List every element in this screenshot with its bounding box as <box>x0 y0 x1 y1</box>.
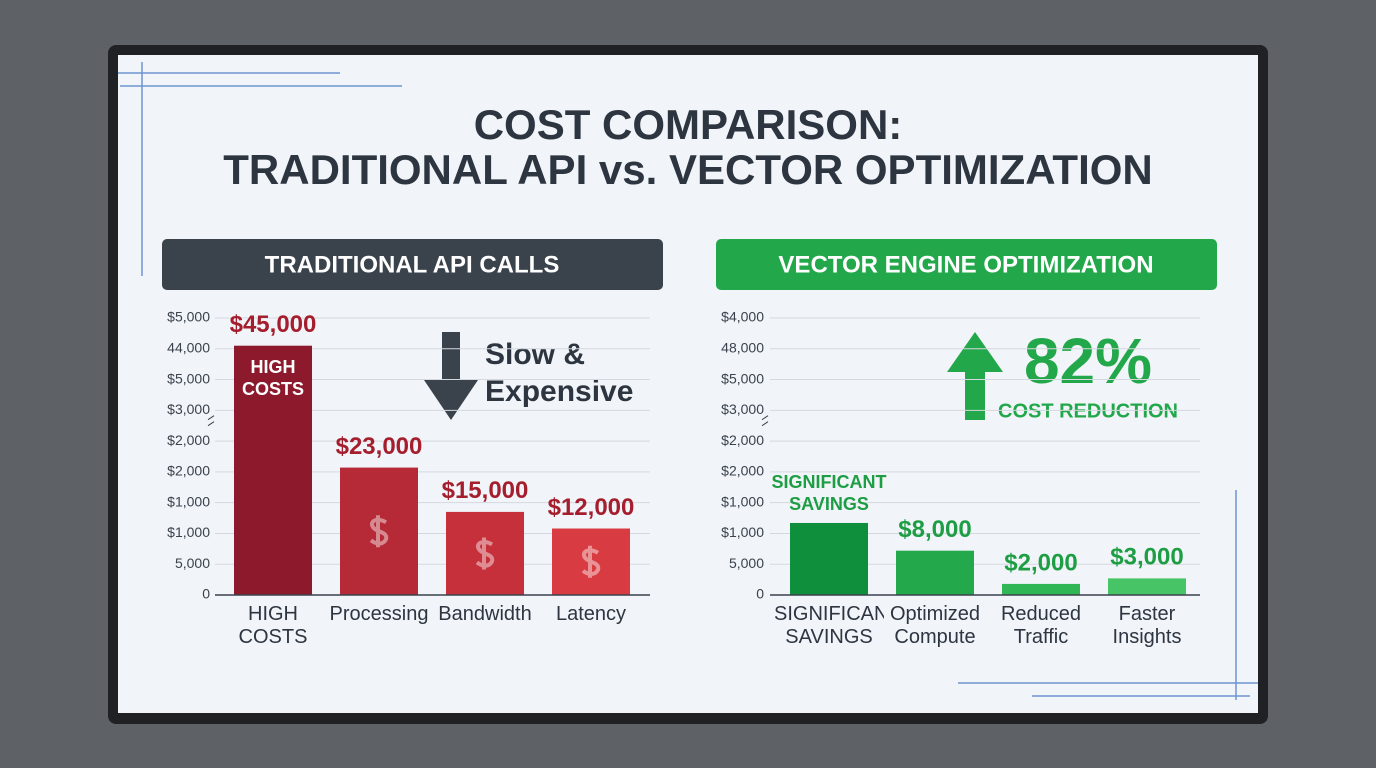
y-axis-label: 0 <box>202 586 210 602</box>
bar <box>1002 583 1080 595</box>
dollar-icon <box>475 537 495 570</box>
x-tick-label: SIGNIFICANT SAVINGS <box>774 603 884 648</box>
bar <box>234 345 312 595</box>
y-axis-label: 5,000 <box>175 555 210 571</box>
title-line: COST COMPARISON: <box>474 101 903 148</box>
title-line: TRADITIONAL API vs. VECTOR OPTIMIZATION <box>223 146 1153 193</box>
x-tick-label-box: Processing <box>329 603 429 625</box>
y-axis-label: $4,000 <box>721 309 764 325</box>
x-tick-label-box: Latency <box>555 603 627 625</box>
value-label: $45,000 <box>230 311 317 338</box>
bar-top-label-box: SIGNIFICANT SAVINGS <box>771 471 887 514</box>
x-tick-label: Bandwidth <box>438 603 532 625</box>
y-axis-label: $1,000 <box>167 524 210 540</box>
y-axis-label: $1,000 <box>167 493 210 509</box>
y-axis-label: 48,000 <box>721 339 764 355</box>
value-label: $15,000 <box>442 477 529 504</box>
dollar-icon <box>581 545 601 578</box>
x-tick-label: Latency <box>555 603 627 625</box>
value-label: $8,000 <box>898 516 971 543</box>
y-axis-label: 5,000 <box>729 555 764 571</box>
dollar-icon <box>369 515 389 548</box>
value-label: $2,000 <box>1004 549 1077 576</box>
x-tick-label-box: Optimized Compute <box>889 603 981 648</box>
bar <box>790 522 868 595</box>
x-tick-label-box: Bandwidth <box>438 603 532 625</box>
y-axis-label: $3,000 <box>167 401 210 417</box>
annotation: COST REDUCTION <box>998 400 1178 422</box>
chart-title: TRADITIONAL API CALLS <box>265 251 560 278</box>
up-arrow <box>947 332 1003 420</box>
x-tick-label: Optimized Compute <box>889 603 981 648</box>
annotation-box: Slow & Expensive <box>485 338 634 408</box>
bar-inner-label: HIGH COSTS <box>241 356 304 399</box>
bar <box>896 550 974 595</box>
decor-lines <box>118 62 1258 700</box>
big-annotation: 82% <box>1024 325 1152 397</box>
y-axis-label: $5,000 <box>167 309 210 325</box>
x-tick-label: HIGH COSTS <box>238 603 308 648</box>
y-axis-label: $2,000 <box>721 463 764 479</box>
header-box <box>162 239 663 290</box>
y-axis-label: $2,000 <box>721 432 764 448</box>
x-tick-label: Reduced Traffic <box>1000 603 1082 648</box>
chart-title: VECTOR ENGINE OPTIMIZATION <box>778 251 1153 278</box>
y-axis-label: 44,000 <box>167 339 210 355</box>
value-label: $3,000 <box>1110 544 1183 571</box>
y-axis-label: 0 <box>756 586 764 602</box>
x-tick-label: Faster Insights <box>1112 603 1182 648</box>
value-label: $23,000 <box>336 433 423 460</box>
down-arrow <box>424 332 478 420</box>
y-axis-label: $5,000 <box>167 370 210 386</box>
bar <box>552 528 630 595</box>
x-tick-label: Processing <box>329 603 429 625</box>
axis-break <box>761 415 769 427</box>
bar <box>1108 578 1186 595</box>
y-axis-label: $5,000 <box>721 370 764 386</box>
y-axis-label: $2,000 <box>167 432 210 448</box>
y-axis-label: $1,000 <box>721 524 764 540</box>
x-tick-label-box: Faster Insights <box>1112 603 1182 648</box>
x-tick-label-box: HIGH COSTS <box>238 603 308 648</box>
y-axis-label: $1,000 <box>721 493 764 509</box>
header-box <box>716 239 1217 290</box>
bar <box>446 511 524 595</box>
bar-inner-label-box: HIGH COSTS <box>241 356 304 399</box>
x-tick-label-box: SIGNIFICANT SAVINGS <box>774 603 884 648</box>
y-axis-label: $2,000 <box>167 463 210 479</box>
axis-break <box>207 415 215 427</box>
x-tick-label-box: Reduced Traffic <box>1000 603 1082 648</box>
y-axis-label: $3,000 <box>721 401 764 417</box>
bar <box>340 467 418 595</box>
bar-top-label: SIGNIFICANT SAVINGS <box>771 471 887 514</box>
value-label: $12,000 <box>548 494 635 521</box>
annotation: Slow & Expensive <box>485 338 634 408</box>
